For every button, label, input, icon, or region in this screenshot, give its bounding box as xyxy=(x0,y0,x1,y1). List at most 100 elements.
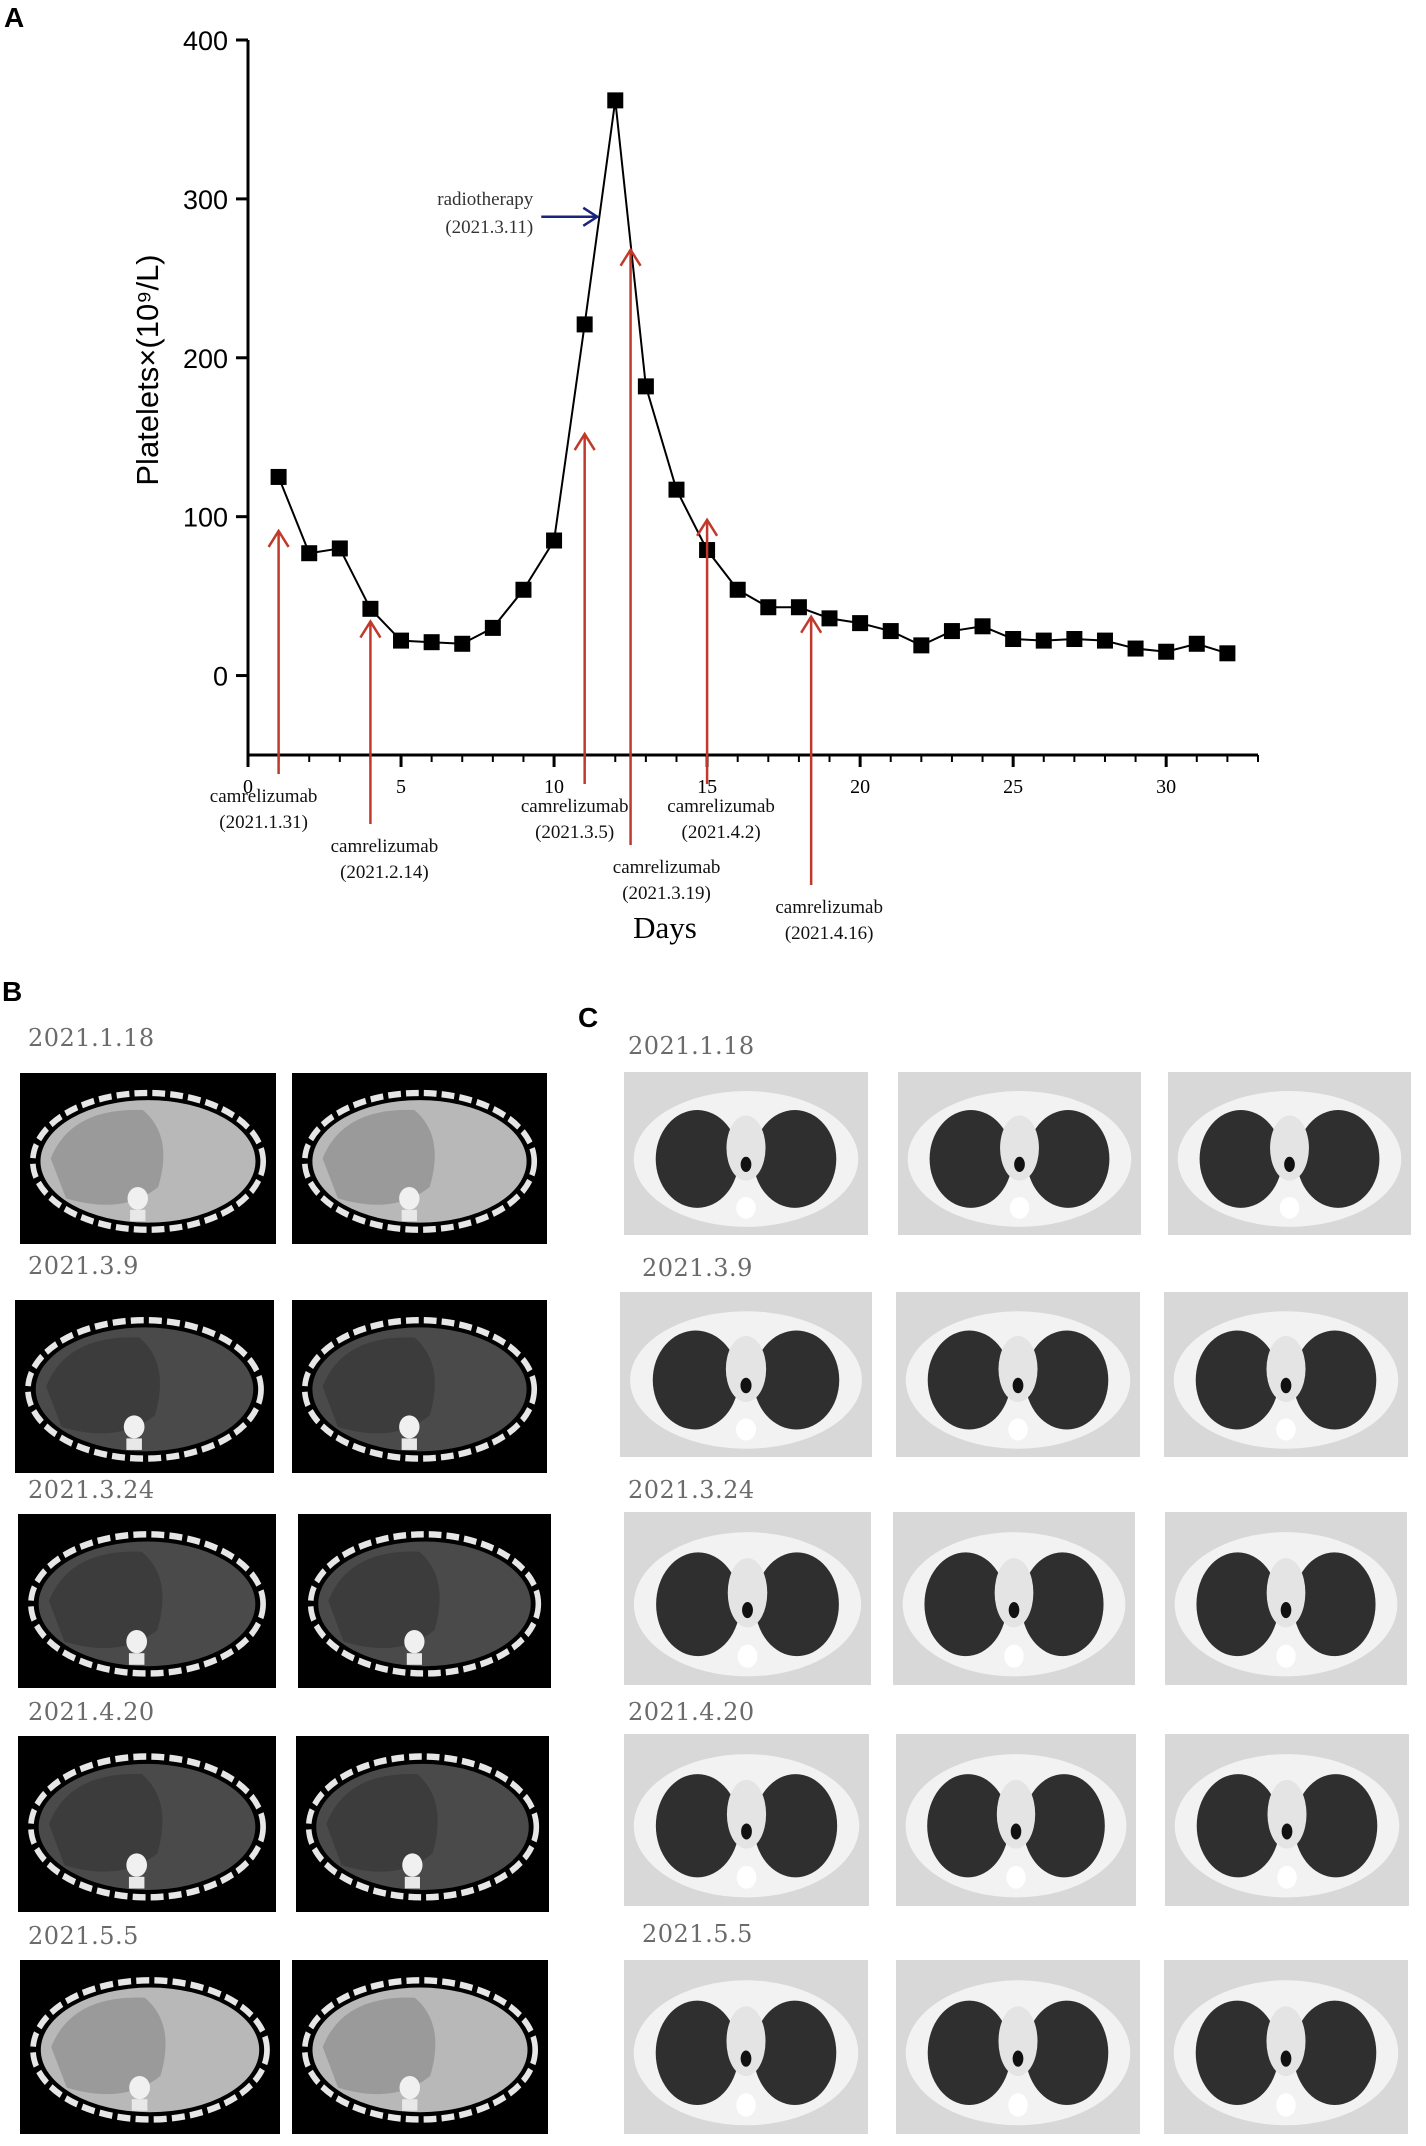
data-point xyxy=(1096,632,1113,649)
panel-c-date-label: 2021.5.5 xyxy=(642,1920,753,1948)
chart-ticks: 0 100 200 300 400 0 5 10 15 20 25 30 xyxy=(183,26,1259,798)
chart-annotations: camrelizumab (2021.1.31) camrelizumab (2021… xyxy=(210,189,883,944)
y-tick-label: 0 xyxy=(213,662,228,692)
panel-label-c: C xyxy=(578,1002,599,1033)
x-tick-label: 30 xyxy=(1156,776,1176,798)
liver-ct-image xyxy=(292,1960,548,2134)
panel-c-date-label: 2021.3.24 xyxy=(628,1476,755,1504)
platelet-chart: 0 100 200 300 400 0 5 10 15 20 25 30 camrelizumab (2… xyxy=(130,26,1259,945)
y-tick-label: 200 xyxy=(183,344,228,374)
treatment-date: (2021.1.31) xyxy=(219,812,308,833)
panel-b-date-label: 2021.3.9 xyxy=(28,1252,139,1280)
panel-c-date-label: 2021.1.18 xyxy=(628,1032,755,1060)
lung-ct-image xyxy=(893,1512,1135,1685)
series-line xyxy=(277,100,1228,655)
data-point xyxy=(484,619,501,636)
treatment-date: (2021.3.5) xyxy=(535,822,614,843)
x-tick-label: 0 xyxy=(243,776,253,798)
panel-label-a: A xyxy=(4,2,25,33)
liver-ct-image xyxy=(20,1960,280,2134)
treatment-date: (2021.3.19) xyxy=(622,883,711,904)
data-point xyxy=(1158,643,1175,660)
data-point xyxy=(301,545,318,562)
data-point xyxy=(393,632,410,649)
data-point xyxy=(729,581,746,598)
data-point xyxy=(1066,631,1083,648)
data-point xyxy=(1188,635,1205,652)
chart-series xyxy=(270,92,1236,662)
treatment-arrowhead xyxy=(267,528,290,548)
data-point xyxy=(362,600,379,617)
lung-ct-image xyxy=(624,1512,871,1685)
y-tick-label: 400 xyxy=(183,26,228,56)
liver-ct-image xyxy=(15,1300,274,1473)
x-tick-label: 20 xyxy=(850,776,870,798)
liver-ct-image xyxy=(18,1514,276,1688)
data-point xyxy=(637,378,654,395)
data-point xyxy=(331,540,348,557)
x-tick-label: 25 xyxy=(1003,776,1023,798)
panel-label-b: B xyxy=(2,976,23,1007)
chart-axes xyxy=(246,40,1258,757)
treatment-label: camrelizumab xyxy=(210,786,318,807)
treatment-label: camrelizumab xyxy=(331,836,439,857)
lung-ct-image xyxy=(624,1960,868,2134)
treatment-label: camrelizumab xyxy=(775,897,883,918)
treatment-date: (2021.2.14) xyxy=(340,862,429,883)
panel-b-date-label: 2021.5.5 xyxy=(28,1922,139,1950)
lung-ct-image xyxy=(1164,1292,1408,1457)
liver-ct-image xyxy=(298,1514,551,1688)
data-point xyxy=(423,634,440,651)
data-point xyxy=(1005,631,1022,648)
x-tick-label: 15 xyxy=(697,776,717,798)
treatment-date: (2021.4.16) xyxy=(785,923,874,944)
lung-ct-image xyxy=(896,1960,1140,2134)
treatment-arrowhead xyxy=(573,431,596,451)
y-tick-label: 100 xyxy=(183,503,228,533)
lung-ct-image xyxy=(1165,1734,1409,1906)
data-point xyxy=(913,637,930,654)
data-point xyxy=(882,623,899,640)
data-point xyxy=(270,468,287,485)
data-point xyxy=(607,92,624,109)
data-point xyxy=(760,599,777,616)
data-point xyxy=(546,532,563,549)
panel-b-date-label: 2021.4.20 xyxy=(28,1698,155,1726)
liver-ct-image xyxy=(292,1300,547,1473)
data-point xyxy=(821,610,838,627)
data-point xyxy=(668,481,685,498)
data-point xyxy=(790,599,807,616)
lung-ct-image xyxy=(898,1072,1141,1235)
x-axis-label: Days xyxy=(633,910,697,945)
treatment-label: camrelizumab xyxy=(521,796,629,817)
radiotherapy-arrowhead xyxy=(582,206,600,227)
lung-ct-image xyxy=(624,1072,868,1235)
data-point xyxy=(943,623,960,640)
treatment-label: camrelizumab xyxy=(667,796,775,817)
data-point xyxy=(1127,640,1144,657)
lung-ct-image xyxy=(1165,1512,1407,1685)
lung-ct-image xyxy=(620,1292,872,1457)
data-point xyxy=(852,615,869,632)
panel-b-date-label: 2021.3.24 xyxy=(28,1476,155,1504)
treatment-arrowhead xyxy=(800,614,823,634)
treatment-arrowhead xyxy=(359,619,382,639)
treatment-arrowhead xyxy=(696,517,719,537)
data-point xyxy=(454,635,471,652)
panel-b-date-label: 2021.1.18 xyxy=(28,1024,155,1052)
y-axis-label: Platelets×(10⁹/L) xyxy=(130,254,165,485)
data-point xyxy=(515,581,532,598)
x-tick-label: 5 xyxy=(396,776,406,798)
lung-ct-image xyxy=(1168,1072,1411,1235)
radiotherapy-label: radiotherapy xyxy=(437,189,534,210)
x-tick-label: 10 xyxy=(544,776,564,798)
y-tick-label: 300 xyxy=(183,185,228,215)
liver-ct-image xyxy=(296,1736,549,1912)
lung-ct-image xyxy=(896,1292,1140,1457)
lung-ct-image xyxy=(1164,1960,1408,2134)
data-point xyxy=(974,618,991,635)
lung-ct-image xyxy=(896,1734,1136,1906)
liver-ct-image xyxy=(292,1073,547,1244)
liver-ct-image xyxy=(20,1073,276,1244)
data-point xyxy=(1219,645,1236,662)
